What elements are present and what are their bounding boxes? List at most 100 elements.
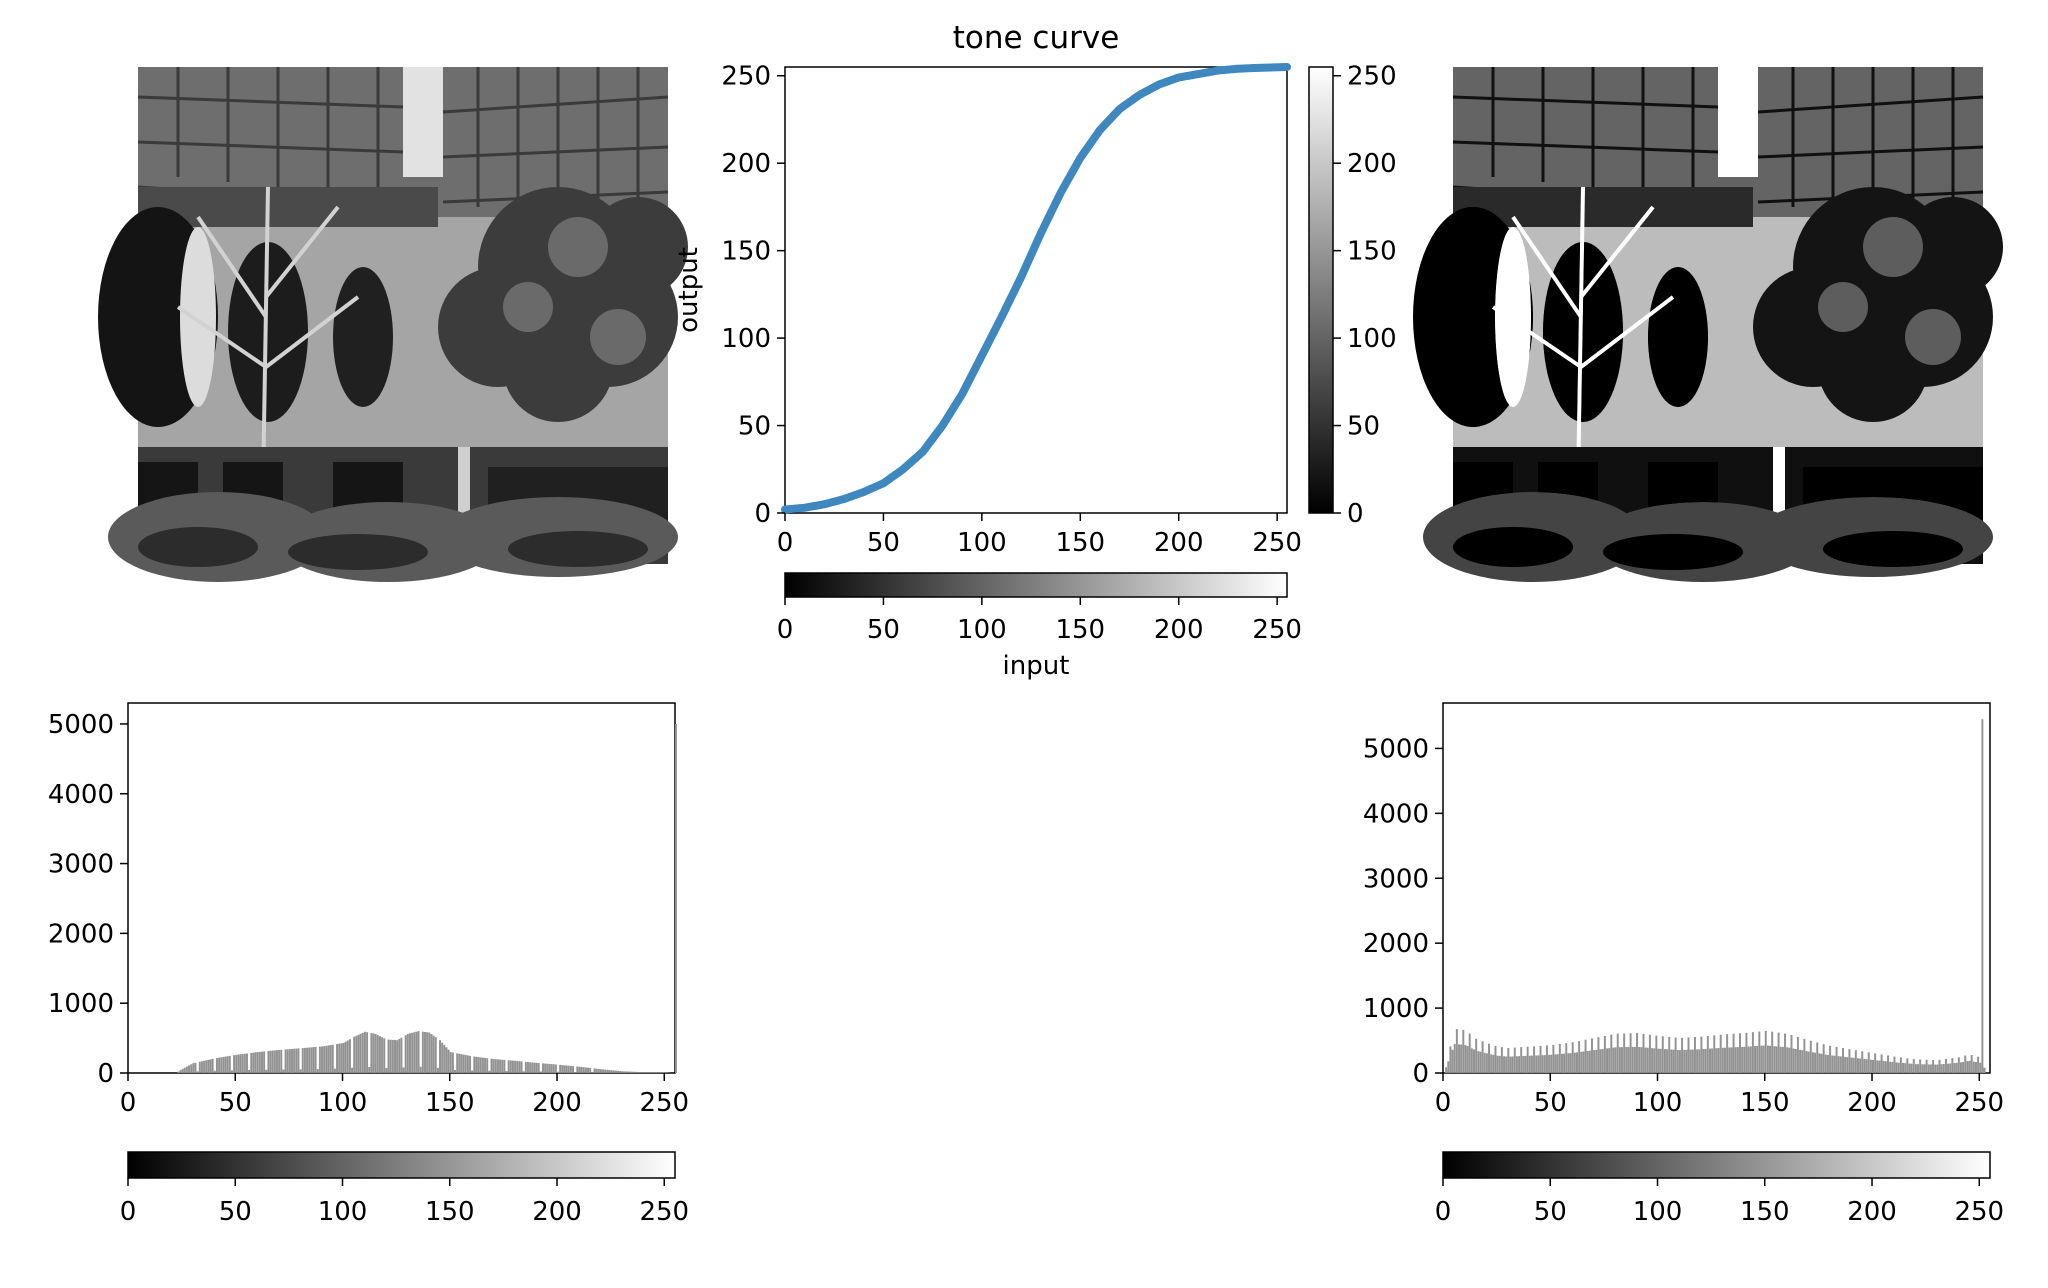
tone-curve-y-ticks: 0 50 100 150 200 250 xyxy=(721,62,785,529)
histogram-bar xyxy=(327,1045,330,1073)
histogram-bar xyxy=(295,1048,298,1073)
histogram-bar xyxy=(366,1032,369,1073)
histogram-bar xyxy=(297,1048,300,1073)
histogram-bar xyxy=(563,1065,566,1073)
histogram-bar xyxy=(1786,1047,1789,1073)
tone-x-tick-label: 0 xyxy=(777,528,794,558)
histogram-bar xyxy=(604,1069,607,1073)
histogram-bar xyxy=(1784,1033,1787,1073)
tone-x-tick-label: 250 xyxy=(1252,528,1302,558)
histogram-bar xyxy=(411,1032,414,1073)
histogram-bar xyxy=(1462,1029,1465,1073)
histogram-bar xyxy=(501,1059,504,1073)
histogram-bar xyxy=(651,1072,654,1073)
histogram-bar xyxy=(554,1064,557,1073)
histogram-bar xyxy=(488,1070,491,1073)
tone-curve-line xyxy=(781,63,1291,514)
hist-x-tick-label: 0 xyxy=(1435,1088,1452,1118)
histogram-bar xyxy=(1732,1033,1735,1073)
histogram-bar xyxy=(1711,1048,1714,1073)
histogram-bar xyxy=(1552,1044,1555,1073)
histogram-bar xyxy=(1614,1047,1617,1073)
histogram-bar xyxy=(1927,1064,1930,1073)
histogram-bar xyxy=(610,1070,613,1073)
histogram-bar xyxy=(1528,1055,1531,1073)
histogram-bar xyxy=(1861,1051,1864,1073)
histogram-bar xyxy=(621,1071,624,1073)
hist-x-tick-label: 250 xyxy=(1954,1088,2004,1118)
histogram-bar xyxy=(1846,1057,1849,1073)
histogram-bar xyxy=(595,1068,598,1073)
histogram-bar xyxy=(1550,1054,1553,1073)
histogram-bar xyxy=(449,1052,452,1073)
histogram-bar xyxy=(1826,1054,1829,1073)
histogram-bar xyxy=(537,1063,540,1073)
histogram-bar xyxy=(1833,1055,1836,1073)
histogram-bar xyxy=(1618,1047,1621,1073)
histogram-bar xyxy=(323,1046,326,1073)
histogram-bar xyxy=(1646,1047,1649,1073)
histogram-bar xyxy=(1513,1047,1516,1073)
histogram-bar xyxy=(406,1033,409,1073)
histogram-bar xyxy=(1541,1055,1544,1073)
histogram-bar xyxy=(426,1032,429,1073)
histogram-bar xyxy=(1807,1051,1810,1073)
histogram-bar xyxy=(625,1071,628,1073)
histogram-bar xyxy=(1445,1067,1448,1073)
histogram-bar xyxy=(254,1052,257,1073)
histogram-bar xyxy=(260,1051,263,1073)
tone-y-tick-label: 0 xyxy=(754,499,771,529)
hist-colorbar-tick-label: 0 xyxy=(120,1197,137,1227)
hist-x-tick-label: 200 xyxy=(1847,1088,1897,1118)
histogram-bar xyxy=(552,1064,555,1073)
histogram-bar xyxy=(318,1046,321,1073)
histogram-bar xyxy=(1964,1055,1967,1073)
histogram-bar xyxy=(1683,1049,1686,1073)
histogram-bar xyxy=(531,1062,534,1073)
histogram-original-x-ticks: 0 50 100 150 200 250 xyxy=(120,1073,689,1118)
histogram-bar xyxy=(1805,1051,1808,1073)
histogram-bar xyxy=(1702,1049,1705,1073)
hcolorbar-tick-label: 50 xyxy=(867,615,900,645)
histogram-bar xyxy=(1586,1050,1589,1073)
histogram-bar xyxy=(587,1067,590,1073)
histogram-bar xyxy=(644,1072,647,1073)
histogram-bar xyxy=(1524,1055,1527,1073)
histogram-adjusted-y-ticks: 0 1000 2000 3000 4000 5000 xyxy=(1363,734,1443,1089)
histogram-bar xyxy=(391,1039,394,1073)
hist-x-tick-label: 250 xyxy=(639,1088,689,1118)
histogram-original-bars xyxy=(177,723,677,1073)
histogram-bar xyxy=(1863,1058,1866,1073)
histogram-bar xyxy=(439,1040,442,1073)
histogram-bar xyxy=(1449,1046,1452,1073)
histogram-bar xyxy=(203,1060,206,1073)
histogram-bar xyxy=(196,1071,199,1073)
histogram-bar xyxy=(1882,1061,1885,1073)
hist-x-tick-label: 50 xyxy=(219,1088,252,1118)
histogram-bar xyxy=(387,1039,390,1073)
histogram-bar xyxy=(1644,1047,1647,1073)
histogram-bar xyxy=(1940,1064,1943,1073)
histogram-bar xyxy=(243,1053,246,1073)
histogram-bar xyxy=(1631,1046,1634,1073)
hist-y-tick-label: 1000 xyxy=(48,989,114,1019)
histogram-bar xyxy=(1970,1055,1973,1073)
histogram-bar xyxy=(1584,1039,1587,1073)
hist-x-tick-label: 50 xyxy=(1534,1088,1567,1118)
tone-y-tick-label: 200 xyxy=(721,149,771,179)
histogram-bar xyxy=(222,1056,225,1073)
hist-y-tick-label: 5000 xyxy=(1363,734,1429,764)
adjusted-image xyxy=(1411,65,2005,584)
histogram-bar xyxy=(417,1031,420,1073)
histogram-bar xyxy=(1640,1047,1643,1073)
histogram-bar xyxy=(1608,1048,1611,1073)
histogram-bar xyxy=(215,1057,218,1073)
histogram-bar xyxy=(355,1035,358,1073)
histogram-bar xyxy=(1934,1064,1937,1073)
histogram-bar xyxy=(1867,1052,1870,1073)
vcolorbar-tick-label: 100 xyxy=(1347,324,1397,354)
histogram-bar xyxy=(226,1056,229,1073)
histogram-bar xyxy=(642,1072,645,1073)
histogram-original-colorbar-ticks: 0 50 100 150 200 250 xyxy=(120,1178,689,1227)
histogram-bar xyxy=(599,1069,602,1073)
